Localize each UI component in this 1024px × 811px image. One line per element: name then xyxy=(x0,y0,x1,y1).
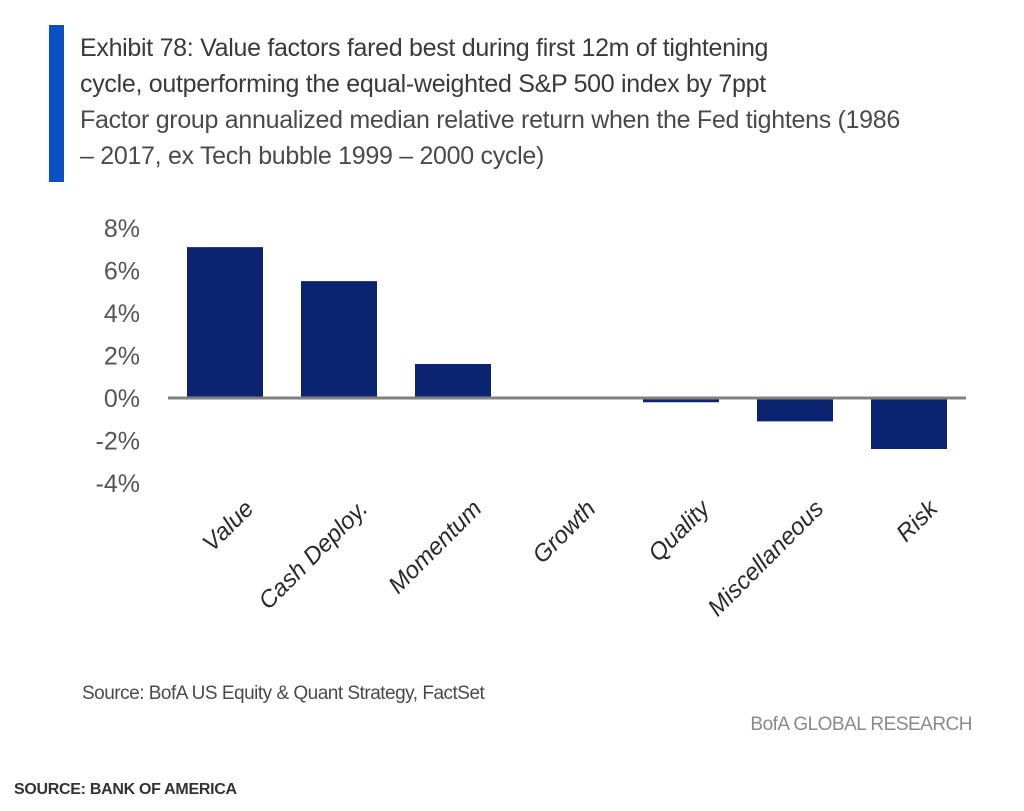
bar-miscellaneous xyxy=(757,398,833,422)
y-tick-label: -4% xyxy=(96,470,140,498)
y-tick-label: 8% xyxy=(104,215,140,243)
y-tick-label: 0% xyxy=(104,385,140,413)
exhibit-subtitle-line-2: – 2017, ex Tech bubble 1999 – 2000 cycle… xyxy=(80,142,544,170)
brand-label: BofA GLOBAL RESEARCH xyxy=(750,714,972,735)
y-axis: 8% 6% 4% 2% 0% -2% -4% xyxy=(96,215,140,498)
y-tick-label: 4% xyxy=(104,300,140,328)
exhibit-subtitle-line-1: Factor group annualized median relative … xyxy=(80,106,900,134)
x-tick-label: Momentum xyxy=(383,495,487,599)
title-accent-bar xyxy=(49,25,64,182)
page-source-caption: SOURCE: BANK OF AMERICA xyxy=(14,781,237,798)
bar-series xyxy=(187,247,947,449)
y-tick-label: 6% xyxy=(104,258,140,286)
x-tick-label: Value xyxy=(197,495,259,557)
exhibit-title-line-2: cycle, outperforming the equal-weighted … xyxy=(80,70,766,98)
bar-momentum xyxy=(415,364,491,398)
y-tick-label: -2% xyxy=(96,428,140,456)
x-tick-label: Quality xyxy=(643,494,716,567)
x-tick-label: Risk xyxy=(891,494,945,548)
exhibit-title-line-1: Exhibit 78: Value factors fared best dur… xyxy=(80,34,769,62)
x-tick-label: Miscellaneous xyxy=(703,495,830,622)
exhibit-header: Exhibit 78: Value factors fared best dur… xyxy=(80,30,1000,174)
bar-quality xyxy=(643,398,719,403)
chart-source-note: Source: BofA US Equity & Quant Strategy,… xyxy=(82,683,485,704)
x-tick-label: Growth xyxy=(527,495,601,569)
x-tick-label: Cash Deploy. xyxy=(254,495,374,615)
bar-cash-deploy xyxy=(301,281,377,398)
bar-risk xyxy=(871,398,947,449)
bar-value xyxy=(187,247,263,398)
y-tick-label: 2% xyxy=(104,343,140,371)
